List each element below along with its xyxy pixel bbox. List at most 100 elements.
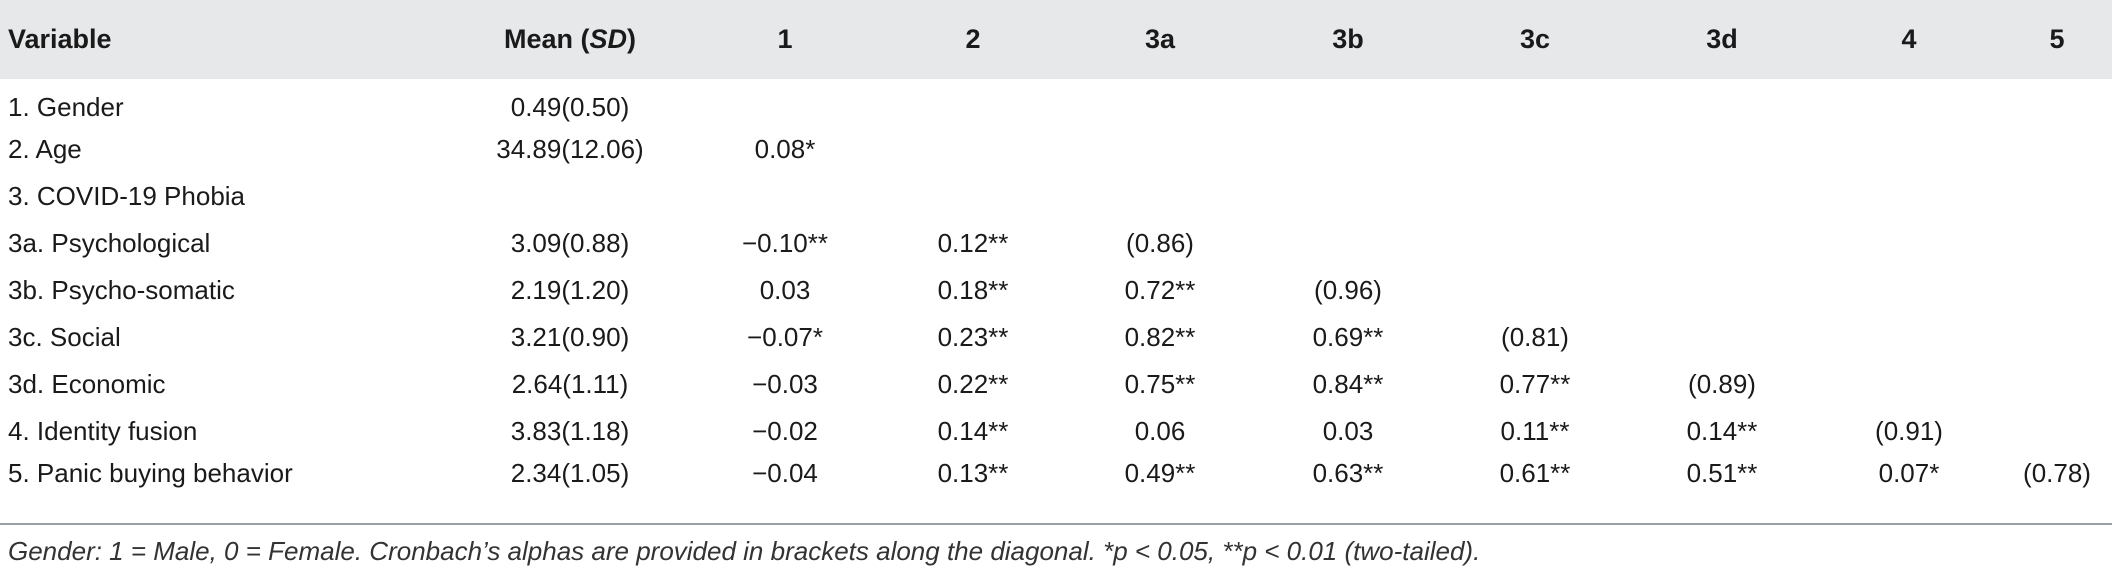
cell-1: −0.02 xyxy=(752,416,818,446)
cell-3d xyxy=(1628,314,1816,361)
cell-3d xyxy=(1628,79,1816,126)
table-row: 1. Gender 0.49(0.50) xyxy=(0,79,2112,126)
cell-3b: 0.63** xyxy=(1312,458,1384,488)
header-col-1: 1 xyxy=(777,24,793,54)
header-col-3b: 3b xyxy=(1332,24,1364,54)
cell-3b xyxy=(1254,79,1442,126)
cell-1: 0.08* xyxy=(754,134,816,164)
header-col-5: 5 xyxy=(2049,24,2065,54)
cell-3c xyxy=(1442,173,1628,220)
cell-2: 0.14** xyxy=(937,416,1009,446)
cell-1: −0.07* xyxy=(747,322,823,352)
table-row: 3d. Economic 2.64(1.11) −0.03 0.22** 0.7… xyxy=(0,361,2112,408)
cell-3c xyxy=(1442,126,1628,173)
cell-2 xyxy=(880,79,1066,126)
cell-4 xyxy=(1816,173,2002,220)
cell-3c: (0.81) xyxy=(1501,322,1569,352)
table-row: 3. COVID-19 Phobia xyxy=(0,173,2112,220)
cell-4 xyxy=(1816,314,2002,361)
cell-3d xyxy=(1628,126,1816,173)
cell-4 xyxy=(1816,361,2002,408)
cell-mean: 3.21(0.90) xyxy=(510,322,630,352)
table-row: 5. Panic buying behavior 2.34(1.05) −0.0… xyxy=(0,455,2112,502)
cell-3c xyxy=(1442,267,1628,314)
cell-5 xyxy=(2002,314,2112,361)
header-col-4: 4 xyxy=(1901,24,1917,54)
cell-variable: 5. Panic buying behavior xyxy=(8,458,293,488)
cell-3a xyxy=(1066,173,1254,220)
header-mean-close: ) xyxy=(627,24,637,54)
header-col-3c: 3c xyxy=(1519,24,1551,54)
cell-1 xyxy=(690,79,880,126)
cell-3b: 0.69** xyxy=(1312,322,1384,352)
table-row: 4. Identity fusion 3.83(1.18) −0.02 0.14… xyxy=(0,408,2112,455)
cell-3d: (0.89) xyxy=(1688,369,1756,399)
cell-variable: 3c. Social xyxy=(8,322,121,352)
header-mean: Mean (SD) xyxy=(330,0,690,79)
cell-4: 0.07* xyxy=(1878,458,1940,488)
cell-5 xyxy=(2002,173,2112,220)
table-footnote: Gender: 1 = Male, 0 = Female. Cronbach’s… xyxy=(8,536,1481,566)
cell-1: 0.03 xyxy=(759,275,811,305)
cell-mean: 2.19(1.20) xyxy=(510,275,630,305)
cell-variable: 3. COVID-19 Phobia xyxy=(8,181,246,211)
cell-3a xyxy=(1066,126,1254,173)
cell-2: 0.13** xyxy=(937,458,1009,488)
cell-4 xyxy=(1816,126,2002,173)
cell-5 xyxy=(2002,361,2112,408)
cell-5 xyxy=(2002,79,2112,126)
cell-3c: 0.61** xyxy=(1499,458,1571,488)
cell-variable: 2. Age xyxy=(8,134,82,164)
cell-3a: 0.06 xyxy=(1134,416,1186,446)
cell-3c xyxy=(1442,79,1628,126)
header-mean-text: Mean ( xyxy=(503,24,590,54)
cell-mean: 0.49(0.50) xyxy=(510,92,630,122)
cell-3b: 0.03 xyxy=(1322,416,1374,446)
cell-3a: 0.75** xyxy=(1124,369,1196,399)
cell-1: −0.03 xyxy=(752,369,818,399)
cell-3a: 0.72** xyxy=(1124,275,1196,305)
cell-mean: 3.09(0.88) xyxy=(510,228,630,258)
cell-mean: 2.34(1.05) xyxy=(510,458,630,488)
cell-1: −0.10** xyxy=(741,228,829,258)
correlation-table: Variable Mean (SD) 1 2 3a 3b 3c 3d 4 5 1… xyxy=(0,0,2112,502)
cell-3d: 0.14** xyxy=(1686,416,1758,446)
cell-3b xyxy=(1254,220,1442,267)
cell-3b: 0.84** xyxy=(1312,369,1384,399)
table-bottom-rule xyxy=(0,523,2112,525)
cell-4 xyxy=(1816,79,2002,126)
cell-1: −0.04 xyxy=(752,458,818,488)
cell-5 xyxy=(2002,220,2112,267)
table-row: 3b. Psycho-somatic 2.19(1.20) 0.03 0.18*… xyxy=(0,267,2112,314)
cell-4 xyxy=(1816,267,2002,314)
cell-3c: 0.11** xyxy=(1500,416,1570,446)
cell-mean: 2.64(1.11) xyxy=(511,369,629,399)
header-col-2: 2 xyxy=(965,24,981,54)
cell-3a: (0.86) xyxy=(1126,228,1194,258)
correlation-table-wrapper: Variable Mean (SD) 1 2 3a 3b 3c 3d 4 5 1… xyxy=(0,0,2112,502)
cell-2: 0.18** xyxy=(937,275,1009,305)
header-variable: Variable xyxy=(8,24,112,54)
cell-4: (0.91) xyxy=(1875,416,1943,446)
cell-3d: 0.51** xyxy=(1686,458,1758,488)
cell-variable: 1. Gender xyxy=(8,92,124,122)
cell-2 xyxy=(880,173,1066,220)
cell-mean: 3.83(1.18) xyxy=(510,416,630,446)
cell-3b: (0.96) xyxy=(1314,275,1382,305)
cell-5 xyxy=(2002,267,2112,314)
table-header-row: Variable Mean (SD) 1 2 3a 3b 3c 3d 4 5 xyxy=(0,0,2112,79)
cell-mean xyxy=(330,173,690,220)
header-col-3a: 3a xyxy=(1144,24,1176,54)
table-row: 3c. Social 3.21(0.90) −0.07* 0.23** 0.82… xyxy=(0,314,2112,361)
cell-variable: 4. Identity fusion xyxy=(8,416,198,446)
cell-2: 0.22** xyxy=(937,369,1009,399)
cell-3b xyxy=(1254,126,1442,173)
cell-3a xyxy=(1066,79,1254,126)
cell-variable: 3a. Psychological xyxy=(8,228,211,258)
cell-2: 0.23** xyxy=(937,322,1009,352)
cell-3d xyxy=(1628,220,1816,267)
cell-5: (0.78) xyxy=(2023,458,2091,488)
cell-5 xyxy=(2002,126,2112,173)
cell-mean: 34.89(12.06) xyxy=(496,134,644,164)
cell-3d xyxy=(1628,173,1816,220)
